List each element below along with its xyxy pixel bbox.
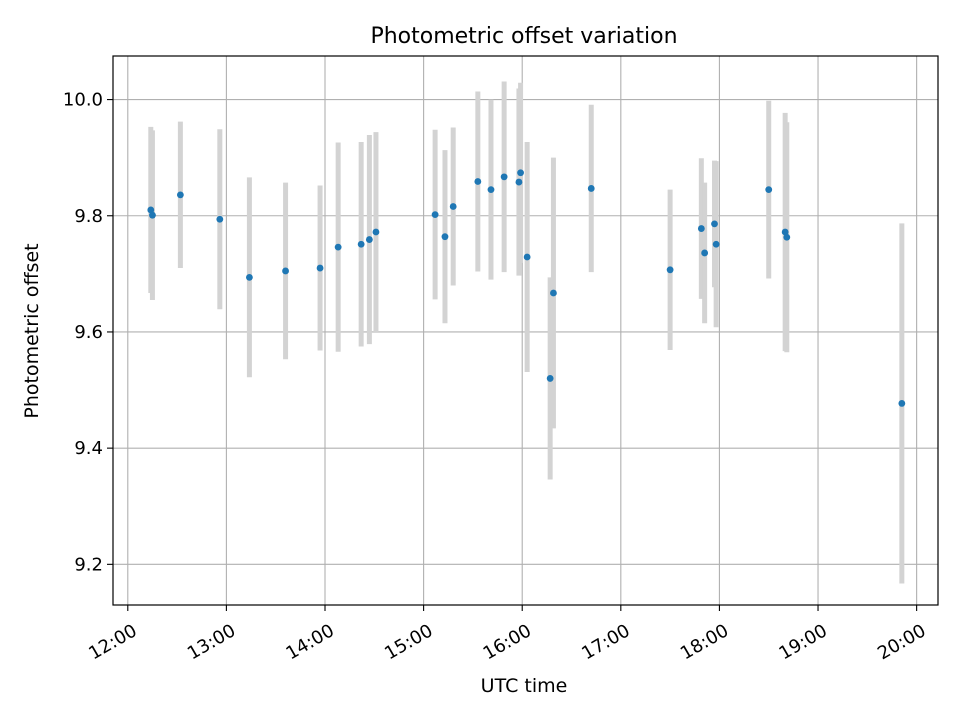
data-point bbox=[487, 186, 495, 194]
data-point bbox=[711, 220, 718, 228]
y-tick-label: 9.6 bbox=[74, 322, 103, 343]
x-tick-label: 20:00 bbox=[874, 620, 929, 664]
data-point bbox=[781, 228, 789, 236]
data-point bbox=[147, 206, 155, 214]
x-tick-label: 12:00 bbox=[85, 620, 140, 664]
data-point bbox=[701, 249, 709, 257]
x-tick-label: 16:00 bbox=[480, 620, 535, 664]
data-point bbox=[282, 267, 289, 275]
x-tick-label: 14:00 bbox=[282, 620, 337, 664]
y-tick-label: 9.8 bbox=[74, 206, 103, 227]
data-point bbox=[474, 178, 482, 185]
data-point bbox=[783, 233, 791, 241]
x-tick-label: 13:00 bbox=[184, 620, 239, 664]
data-point bbox=[515, 178, 523, 186]
x-tick-label: 19:00 bbox=[776, 620, 831, 664]
data-point bbox=[587, 185, 595, 192]
data-point bbox=[517, 169, 524, 177]
y-tick-label: 10.0 bbox=[63, 90, 103, 111]
x-tick-label: 15:00 bbox=[381, 620, 436, 664]
data-point bbox=[712, 240, 720, 248]
error-bars bbox=[148, 81, 905, 584]
data-point bbox=[666, 266, 674, 274]
data-point bbox=[246, 273, 253, 281]
x-tick-label: 17:00 bbox=[578, 620, 633, 664]
y-tick-label: 9.4 bbox=[74, 438, 103, 459]
y-tick-label: 9.2 bbox=[74, 554, 103, 575]
data-points bbox=[147, 169, 906, 407]
data-point bbox=[898, 400, 906, 407]
data-point bbox=[449, 203, 457, 210]
x-axis-label: UTC time bbox=[481, 675, 568, 697]
chart-title: Photometric offset variation bbox=[370, 24, 677, 49]
data-point bbox=[216, 215, 224, 223]
y-axis-ticks: 9.2 9.4 9.6 9.8 10.0 bbox=[63, 90, 113, 575]
data-point bbox=[431, 211, 439, 219]
data-point bbox=[372, 228, 380, 236]
x-axis-ticks: 12:00 13:00 14:00 15:00 16:00 17:00 18:00 19:00… bbox=[85, 605, 930, 664]
data-point bbox=[334, 243, 342, 251]
data-point bbox=[441, 233, 449, 241]
data-point bbox=[697, 225, 705, 232]
data-point bbox=[523, 253, 531, 261]
data-point bbox=[365, 236, 373, 243]
data-point bbox=[765, 186, 773, 194]
data-point bbox=[550, 289, 557, 297]
y-axis-label: Photometric offset bbox=[21, 243, 43, 418]
x-tick-label: 18:00 bbox=[677, 620, 732, 664]
data-point bbox=[546, 375, 554, 382]
plot-frame bbox=[112, 55, 939, 606]
data-point bbox=[357, 240, 365, 248]
data-point bbox=[316, 264, 324, 272]
data-point bbox=[176, 191, 184, 199]
data-point bbox=[149, 211, 156, 219]
data-point bbox=[500, 173, 508, 181]
